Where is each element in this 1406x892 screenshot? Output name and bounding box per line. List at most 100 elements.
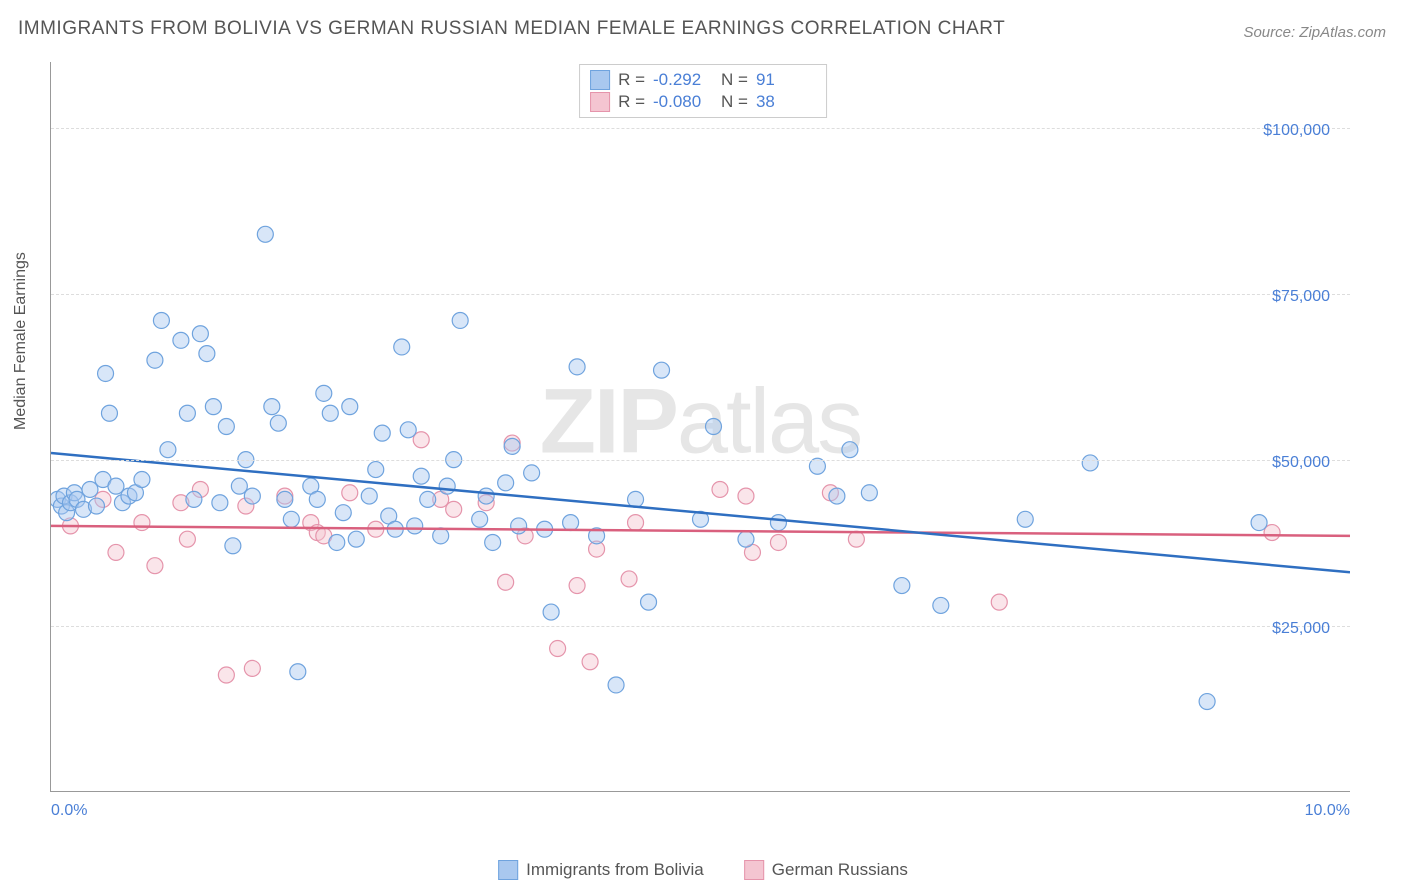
data-point bbox=[368, 462, 384, 478]
swatch-series-0 bbox=[590, 70, 610, 90]
data-point bbox=[218, 667, 234, 683]
data-point bbox=[316, 385, 332, 401]
data-point bbox=[498, 475, 514, 491]
data-point bbox=[738, 488, 754, 504]
data-point bbox=[277, 491, 293, 507]
data-point bbox=[861, 485, 877, 501]
n-value-1: 38 bbox=[756, 92, 816, 112]
gridline bbox=[51, 294, 1350, 295]
data-point bbox=[829, 488, 845, 504]
data-point bbox=[283, 511, 299, 527]
data-point bbox=[88, 498, 104, 514]
data-point bbox=[108, 544, 124, 560]
data-point bbox=[374, 425, 390, 441]
data-point bbox=[270, 415, 286, 431]
data-point bbox=[335, 505, 351, 521]
data-point bbox=[179, 531, 195, 547]
data-point bbox=[569, 359, 585, 375]
data-point bbox=[186, 491, 202, 507]
data-point bbox=[472, 511, 488, 527]
data-point bbox=[452, 312, 468, 328]
data-point bbox=[569, 578, 585, 594]
gridline bbox=[51, 626, 1350, 627]
x-tick-label: 10.0% bbox=[1305, 802, 1350, 820]
data-point bbox=[290, 664, 306, 680]
swatch-series-1-b bbox=[744, 860, 764, 880]
data-point bbox=[192, 326, 208, 342]
x-tick-label: 0.0% bbox=[51, 802, 87, 820]
gridline bbox=[51, 128, 1350, 129]
data-point bbox=[504, 438, 520, 454]
data-point bbox=[439, 478, 455, 494]
stats-row-1: R = -0.080 N = 38 bbox=[590, 91, 816, 113]
data-point bbox=[738, 531, 754, 547]
data-point bbox=[511, 518, 527, 534]
data-point bbox=[446, 501, 462, 517]
data-point bbox=[770, 534, 786, 550]
data-point bbox=[608, 677, 624, 693]
data-point bbox=[621, 571, 637, 587]
data-point bbox=[342, 485, 358, 501]
gridline bbox=[51, 460, 1350, 461]
data-point bbox=[173, 332, 189, 348]
data-point bbox=[147, 352, 163, 368]
data-point bbox=[342, 399, 358, 415]
data-point bbox=[641, 594, 657, 610]
data-point bbox=[134, 515, 150, 531]
n-label: N = bbox=[721, 70, 748, 90]
data-point bbox=[563, 515, 579, 531]
legend-item-1: German Russians bbox=[744, 860, 908, 880]
data-point bbox=[550, 641, 566, 657]
data-point bbox=[153, 312, 169, 328]
data-point bbox=[1082, 455, 1098, 471]
data-point bbox=[543, 604, 559, 620]
stats-legend: R = -0.292 N = 91 R = -0.080 N = 38 bbox=[579, 64, 827, 118]
data-point bbox=[257, 226, 273, 242]
data-point bbox=[407, 518, 423, 534]
chart-svg bbox=[51, 62, 1350, 791]
data-point bbox=[485, 534, 501, 550]
data-point bbox=[348, 531, 364, 547]
r-value-0: -0.292 bbox=[653, 70, 713, 90]
data-point bbox=[705, 419, 721, 435]
stats-row-0: R = -0.292 N = 91 bbox=[590, 69, 816, 91]
data-point bbox=[134, 472, 150, 488]
y-tick-label: $75,000 bbox=[1272, 288, 1330, 306]
data-point bbox=[498, 574, 514, 590]
data-point bbox=[524, 465, 540, 481]
data-point bbox=[712, 481, 728, 497]
data-point bbox=[101, 405, 117, 421]
bottom-legend: Immigrants from Bolivia German Russians bbox=[498, 860, 908, 880]
data-point bbox=[147, 558, 163, 574]
swatch-series-0-b bbox=[498, 860, 518, 880]
data-point bbox=[329, 534, 345, 550]
data-point bbox=[933, 597, 949, 613]
data-point bbox=[264, 399, 280, 415]
plot-area: ZIPatlas $25,000$50,000$75,000$100,0000.… bbox=[50, 62, 1350, 792]
data-point bbox=[848, 531, 864, 547]
data-point bbox=[322, 405, 338, 421]
data-point bbox=[842, 442, 858, 458]
data-point bbox=[433, 528, 449, 544]
data-point bbox=[582, 654, 598, 670]
legend-label-0: Immigrants from Bolivia bbox=[526, 860, 704, 880]
legend-label-1: German Russians bbox=[772, 860, 908, 880]
data-point bbox=[361, 488, 377, 504]
y-tick-label: $100,000 bbox=[1263, 122, 1330, 140]
source-label: Source: ZipAtlas.com bbox=[1243, 24, 1386, 41]
data-point bbox=[218, 419, 234, 435]
data-point bbox=[1199, 694, 1215, 710]
data-point bbox=[1251, 515, 1267, 531]
n-label: N = bbox=[721, 92, 748, 112]
data-point bbox=[309, 491, 325, 507]
r-label: R = bbox=[618, 92, 645, 112]
legend-item-0: Immigrants from Bolivia bbox=[498, 860, 704, 880]
data-point bbox=[244, 660, 260, 676]
data-point bbox=[654, 362, 670, 378]
data-point bbox=[244, 488, 260, 504]
r-value-1: -0.080 bbox=[653, 92, 713, 112]
r-label: R = bbox=[618, 70, 645, 90]
data-point bbox=[205, 399, 221, 415]
swatch-series-1 bbox=[590, 92, 610, 112]
data-point bbox=[400, 422, 416, 438]
